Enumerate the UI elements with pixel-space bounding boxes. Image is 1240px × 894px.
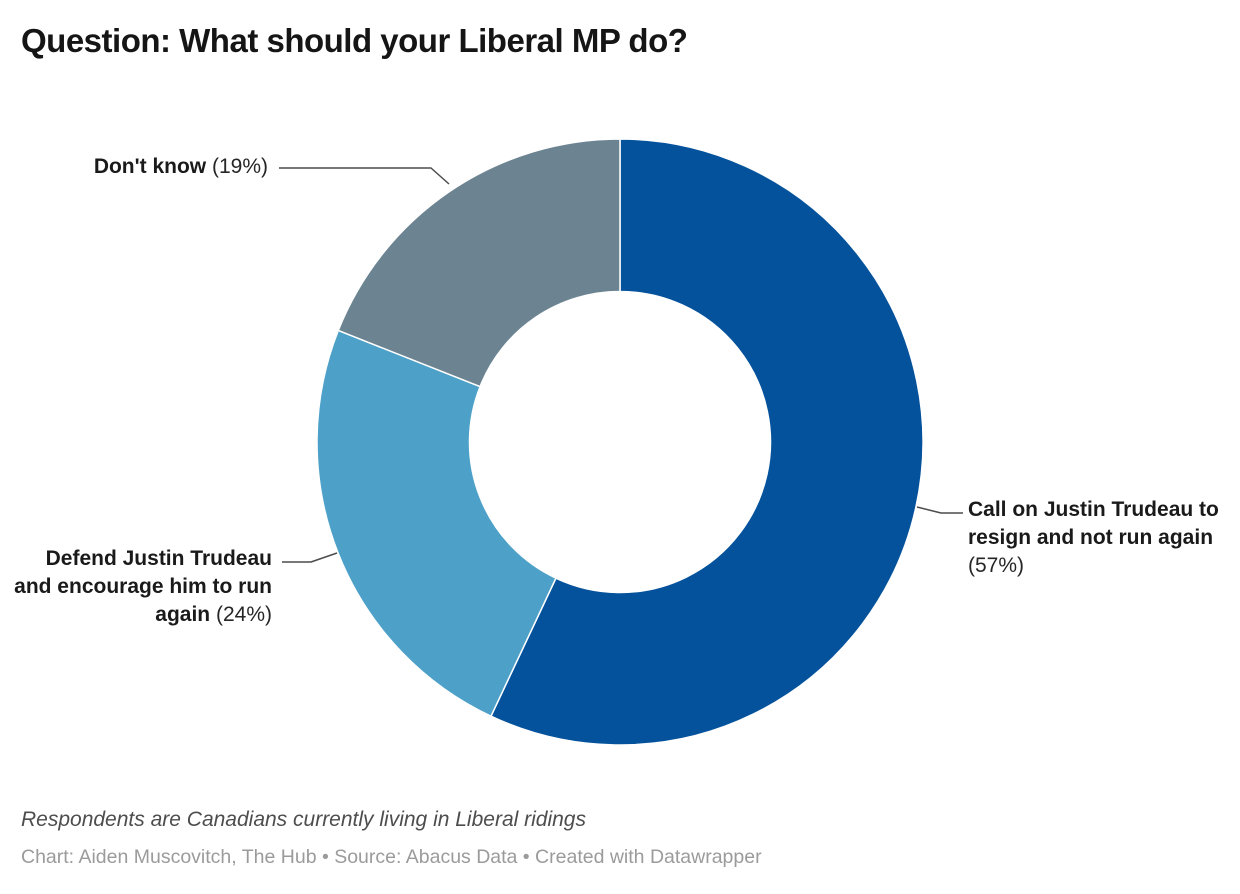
slice-label-resign: Call on Justin Trudeau to resign and not… xyxy=(968,496,1220,580)
slice-label-dont-know-value: (19%) xyxy=(211,155,268,178)
slice-label-defend: Defend Justin Trudeau and encourage him … xyxy=(10,545,272,629)
slice-label-defend-text: Defend Justin Trudeau and encourage him … xyxy=(14,547,272,626)
slice-label-dont-know: Don't know (19%) xyxy=(94,153,268,181)
connector-line-dont-know xyxy=(279,167,450,185)
chart-title: Question: What should your Liberal MP do… xyxy=(21,22,688,59)
slice-label-resign-text: Call on Justin Trudeau to resign and not… xyxy=(968,498,1219,549)
connector-line-resign xyxy=(916,506,963,514)
chart-byline: Chart: Aiden Muscovitch, The Hub • Sourc… xyxy=(21,846,762,868)
chart-note: Respondents are Canadians currently livi… xyxy=(21,808,586,831)
slice-dont-know[interactable] xyxy=(337,138,621,388)
slice-resign[interactable] xyxy=(490,138,924,746)
slice-label-dont-know-text: Don't know xyxy=(93,155,207,178)
connector-line-defend xyxy=(282,552,338,563)
slice-label-defend-value: (24%) xyxy=(215,603,272,626)
slice-label-resign-value: (57%) xyxy=(968,554,1025,577)
slice-defend[interactable] xyxy=(316,329,557,717)
